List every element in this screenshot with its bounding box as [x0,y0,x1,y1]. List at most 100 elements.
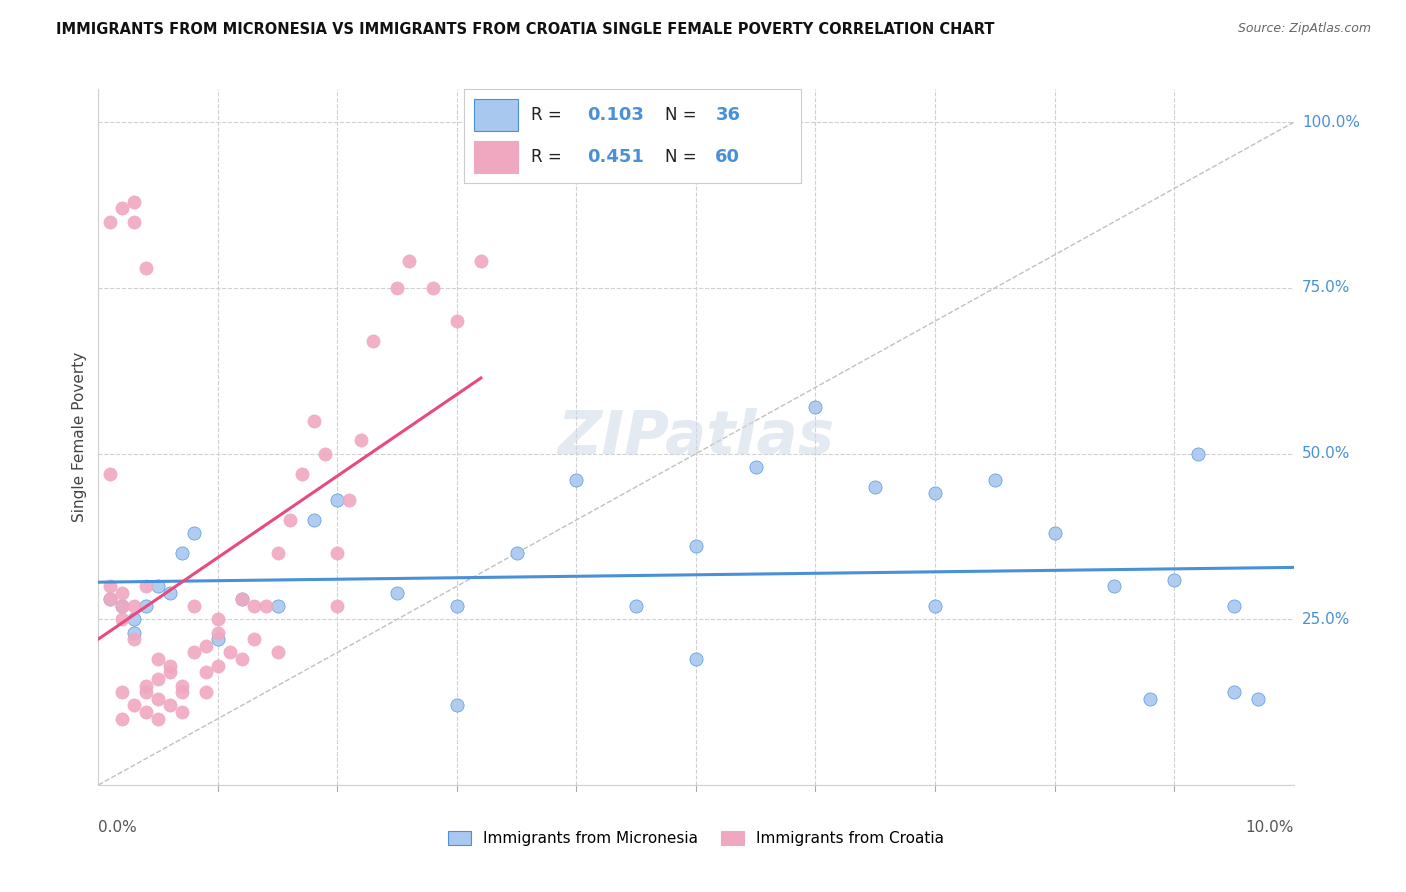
Point [1163,573,1185,587]
Point [124,612,146,626]
Point [183,526,205,541]
Point [194,665,218,680]
Point [98,592,122,607]
Text: 25.0%: 25.0% [1302,612,1350,627]
Point [111,612,134,626]
Point [1043,526,1066,541]
Point [565,473,588,487]
FancyBboxPatch shape [474,98,517,131]
Point [685,652,707,666]
Point [983,473,1005,487]
Point [135,679,157,693]
Point [124,599,146,613]
Point [124,698,146,713]
Point [111,586,134,600]
Point [135,261,157,276]
Point [446,314,468,328]
Point [350,434,373,448]
Point [172,679,194,693]
Text: R =: R = [531,106,568,124]
Point [172,685,194,699]
Point [148,672,170,686]
Point [159,586,181,600]
Point [506,546,529,560]
Point [1187,447,1209,461]
Point [159,658,181,673]
Point [207,625,229,640]
Point [924,486,946,500]
Text: 0.0%: 0.0% [98,820,138,835]
Point [148,579,170,593]
Text: 60: 60 [716,148,741,166]
Point [243,632,266,647]
Point [385,586,409,600]
Point [207,632,229,647]
Point [111,712,134,726]
Point [148,712,170,726]
Point [135,685,157,699]
Point [98,467,122,481]
Point [111,599,134,613]
Point [302,513,325,527]
Point [243,599,266,613]
Text: ZIPatlas: ZIPatlas [557,408,835,467]
Point [363,334,385,348]
Point [385,281,409,295]
Text: N =: N = [665,106,702,124]
Text: 0.451: 0.451 [588,148,644,166]
Point [183,599,205,613]
Point [865,480,887,494]
Point [1104,579,1126,593]
Point [148,691,170,706]
Point [398,254,420,268]
Point [470,254,492,268]
Point [111,685,134,699]
Point [254,599,277,613]
Text: R =: R = [531,148,568,166]
Point [124,632,146,647]
Point [159,665,181,680]
Point [624,599,647,613]
Point [159,698,181,713]
Point [111,202,134,216]
Point [231,592,253,607]
Point [207,612,229,626]
Point [422,281,444,295]
Point [172,705,194,719]
Point [98,579,122,593]
Text: N =: N = [665,148,702,166]
Point [290,467,312,481]
Text: 50.0%: 50.0% [1302,446,1350,461]
Point [135,705,157,719]
Point [267,645,290,659]
Point [446,599,468,613]
Point [1223,685,1246,699]
Point [124,625,146,640]
Point [111,599,134,613]
Point [183,645,205,659]
Point [685,540,707,554]
Point [194,639,218,653]
Point [745,459,768,474]
Point [124,215,146,229]
Text: 0.103: 0.103 [588,106,644,124]
Point [135,599,157,613]
Text: 75.0%: 75.0% [1302,280,1350,295]
Point [267,546,290,560]
Point [446,698,468,713]
Text: 10.0%: 10.0% [1246,820,1294,835]
Point [326,599,349,613]
Point [315,447,337,461]
Text: 100.0%: 100.0% [1302,115,1360,130]
Point [172,546,194,560]
Legend: Immigrants from Micronesia, Immigrants from Croatia: Immigrants from Micronesia, Immigrants f… [440,823,952,854]
Point [124,194,146,209]
Point [278,513,301,527]
Point [267,599,290,613]
Point [219,645,242,659]
Point [1247,691,1270,706]
Point [148,652,170,666]
Point [326,493,349,508]
Point [924,599,946,613]
FancyBboxPatch shape [474,141,517,173]
